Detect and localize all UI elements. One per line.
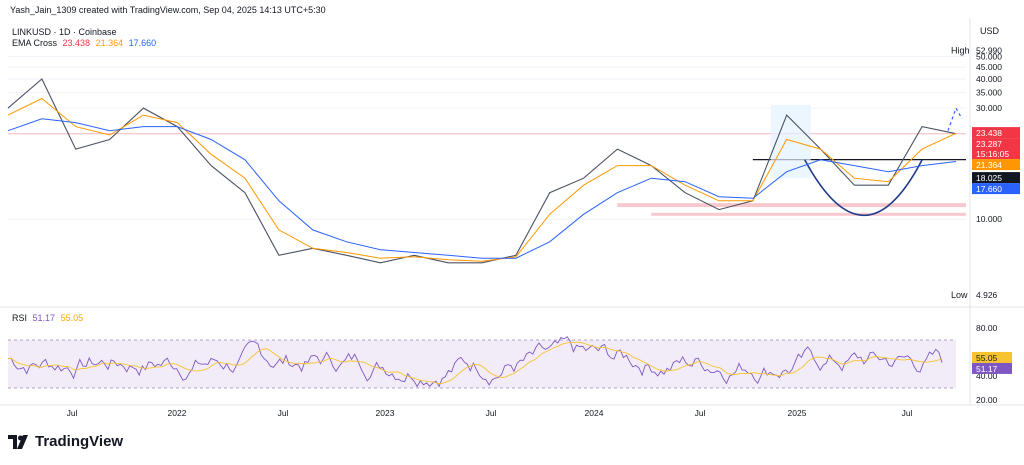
price-tick-label: 35.000 — [976, 88, 1002, 98]
ema-value-3: 17.660 — [128, 38, 157, 48]
grid — [8, 55, 966, 220]
symbol-line[interactable]: LINKUSD · 1D · Coinbase — [12, 27, 117, 37]
currency-label[interactable]: USD — [980, 26, 1000, 36]
rsi-tick-label: 80.00 — [976, 323, 998, 333]
rsi-tick-label: 20.00 — [976, 395, 998, 405]
author-line: Yash_Jain_1309 created with TradingView.… — [10, 5, 326, 15]
time-tick-label: Jul — [695, 408, 706, 418]
rsi-badge — [972, 362, 1012, 374]
time-tick-label: 2023 — [376, 408, 395, 418]
series-layer — [7, 78, 957, 264]
time-tick-label: Jul — [486, 408, 497, 418]
ema-slow-line — [7, 118, 957, 259]
price-badge — [972, 138, 1020, 150]
rsi-label: RSI — [12, 313, 28, 323]
price-badge — [972, 159, 1020, 171]
price-tick-label: 30.000 — [976, 103, 1002, 113]
cup-pattern-arc — [804, 159, 923, 216]
panes — [0, 18, 1024, 406]
rsi-badge — [972, 351, 1012, 363]
time-tick-label: Jul — [278, 408, 289, 418]
ema-label: EMA Cross — [12, 38, 58, 48]
ema-value-1: 23.438 — [62, 38, 91, 48]
price-badge — [972, 127, 1020, 139]
price-tick-label: 10.000 — [976, 214, 1002, 224]
price-line — [7, 78, 957, 264]
rsi-band — [8, 340, 956, 388]
price-badge — [972, 172, 1020, 184]
rsi-legend[interactable]: RSI 51.17 55.05 — [12, 313, 83, 323]
tradingview-logo[interactable]: TradingView — [8, 433, 123, 450]
logo-text: TradingView — [35, 433, 124, 450]
rsi-layer — [7, 336, 956, 389]
rsi-ma-line — [7, 341, 943, 385]
ema-value-2: 21.364 — [95, 38, 124, 48]
support-zone — [617, 203, 966, 208]
rsi-badge-text: 51.17 — [976, 364, 998, 374]
time-tick-label: Jul — [902, 408, 913, 418]
ema-legend[interactable]: EMA Cross 23.438 21.364 17.660 — [12, 38, 156, 48]
price-badge-text: 18.025 — [976, 173, 1002, 183]
price-badge-text: 21.364 — [976, 160, 1002, 170]
low-label: Low — [951, 290, 968, 300]
price-badge — [972, 183, 1020, 195]
high-value: 52.990 — [976, 46, 1002, 56]
time-tick-label: 2025 — [788, 408, 807, 418]
price-badge-text: 23.438 — [976, 128, 1002, 138]
time-tick-label: 2024 — [585, 408, 604, 418]
high-label: High — [951, 46, 970, 56]
price-tick-label: 45.000 — [976, 62, 1002, 72]
price-badge — [972, 148, 1020, 160]
projection-arrow — [947, 106, 963, 131]
price-badge-text: 15:16:05 — [976, 149, 1009, 159]
rsi-ma-value: 55.05 — [60, 313, 84, 323]
price-tick-label: 40.000 — [976, 74, 1002, 84]
price-badge-text: 23.287 — [976, 139, 1002, 149]
low-value: 4.926 — [976, 290, 998, 300]
ema-fast-line — [7, 97, 957, 262]
tradingview-logo-icon — [8, 434, 28, 449]
support-zone-lower — [651, 212, 966, 216]
price-badge-text: 17.660 — [976, 184, 1002, 194]
rsi-badge-text: 55.05 — [976, 353, 998, 363]
price-tick-label: 50.000 — [976, 51, 1002, 61]
rsi-value: 51.17 — [32, 313, 56, 323]
time-tick-label: 2022 — [168, 408, 187, 418]
rsi-tick-label: 40.00 — [976, 371, 998, 381]
rsi-line — [7, 336, 943, 388]
time-tick-label: Jul — [67, 408, 78, 418]
